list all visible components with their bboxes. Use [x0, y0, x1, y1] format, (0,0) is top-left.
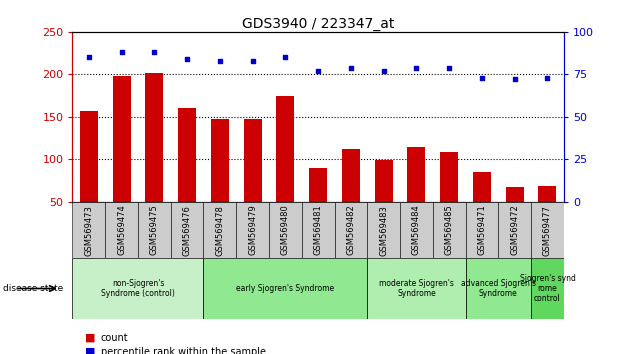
- Point: [280, 55, 290, 60]
- Text: GSM569483: GSM569483: [379, 205, 388, 256]
- Text: count: count: [101, 333, 129, 343]
- Text: GSM569480: GSM569480: [281, 205, 290, 256]
- Bar: [203, 258, 367, 319]
- Point: [149, 50, 159, 55]
- Bar: [375, 160, 392, 244]
- Text: disease state: disease state: [3, 284, 64, 293]
- Bar: [498, 202, 531, 258]
- Bar: [506, 187, 524, 244]
- Point: [248, 58, 258, 64]
- Bar: [408, 147, 425, 244]
- Text: GSM569472: GSM569472: [510, 205, 519, 256]
- Bar: [433, 202, 466, 258]
- Bar: [244, 119, 261, 244]
- Text: advanced Sjogren's
Syndrome: advanced Sjogren's Syndrome: [461, 279, 536, 298]
- Bar: [531, 202, 564, 258]
- Text: GSM569475: GSM569475: [150, 205, 159, 256]
- Bar: [302, 202, 335, 258]
- Text: GSM569479: GSM569479: [248, 205, 257, 256]
- Bar: [466, 258, 531, 319]
- Bar: [171, 202, 203, 258]
- Point: [215, 58, 225, 64]
- Bar: [367, 202, 400, 258]
- Point: [379, 68, 389, 74]
- Text: GSM569484: GSM569484: [412, 205, 421, 256]
- Text: Sjogren's synd
rome
control: Sjogren's synd rome control: [520, 274, 575, 303]
- Point: [346, 65, 356, 70]
- Bar: [335, 202, 367, 258]
- Title: GDS3940 / 223347_at: GDS3940 / 223347_at: [242, 17, 394, 31]
- Text: non-Sjogren's
Syndrome (control): non-Sjogren's Syndrome (control): [101, 279, 175, 298]
- Text: percentile rank within the sample: percentile rank within the sample: [101, 347, 266, 354]
- Bar: [211, 119, 229, 244]
- Bar: [473, 172, 491, 244]
- Bar: [113, 76, 130, 244]
- Bar: [105, 202, 138, 258]
- Text: GSM569478: GSM569478: [215, 205, 224, 256]
- Bar: [138, 202, 171, 258]
- Point: [313, 68, 323, 74]
- Bar: [277, 96, 294, 244]
- Bar: [72, 258, 203, 319]
- Text: GSM569482: GSM569482: [346, 205, 355, 256]
- Bar: [342, 149, 360, 244]
- Bar: [440, 152, 458, 244]
- Text: ■: ■: [85, 347, 96, 354]
- Point: [477, 75, 487, 81]
- Text: early Sjogren's Syndrome: early Sjogren's Syndrome: [236, 284, 335, 293]
- Point: [117, 50, 127, 55]
- Bar: [466, 202, 498, 258]
- Point: [84, 55, 94, 60]
- Text: ■: ■: [85, 333, 96, 343]
- Point: [182, 56, 192, 62]
- Text: moderate Sjogren's
Syndrome: moderate Sjogren's Syndrome: [379, 279, 454, 298]
- Bar: [146, 74, 163, 244]
- Text: GSM569471: GSM569471: [478, 205, 486, 256]
- Text: GSM569473: GSM569473: [84, 205, 93, 256]
- Point: [510, 76, 520, 82]
- Bar: [309, 168, 327, 244]
- Text: GSM569477: GSM569477: [543, 205, 552, 256]
- Bar: [539, 185, 556, 244]
- Text: GSM569481: GSM569481: [314, 205, 323, 256]
- Point: [444, 65, 454, 70]
- Text: GSM569474: GSM569474: [117, 205, 126, 256]
- Bar: [178, 108, 196, 244]
- Bar: [80, 111, 98, 244]
- Bar: [72, 202, 105, 258]
- Point: [411, 65, 421, 70]
- Bar: [236, 202, 269, 258]
- Text: GSM569485: GSM569485: [445, 205, 454, 256]
- Bar: [269, 202, 302, 258]
- Bar: [400, 202, 433, 258]
- Bar: [367, 258, 466, 319]
- Bar: [531, 258, 564, 319]
- Point: [542, 75, 553, 81]
- Bar: [203, 202, 236, 258]
- Text: GSM569476: GSM569476: [183, 205, 192, 256]
